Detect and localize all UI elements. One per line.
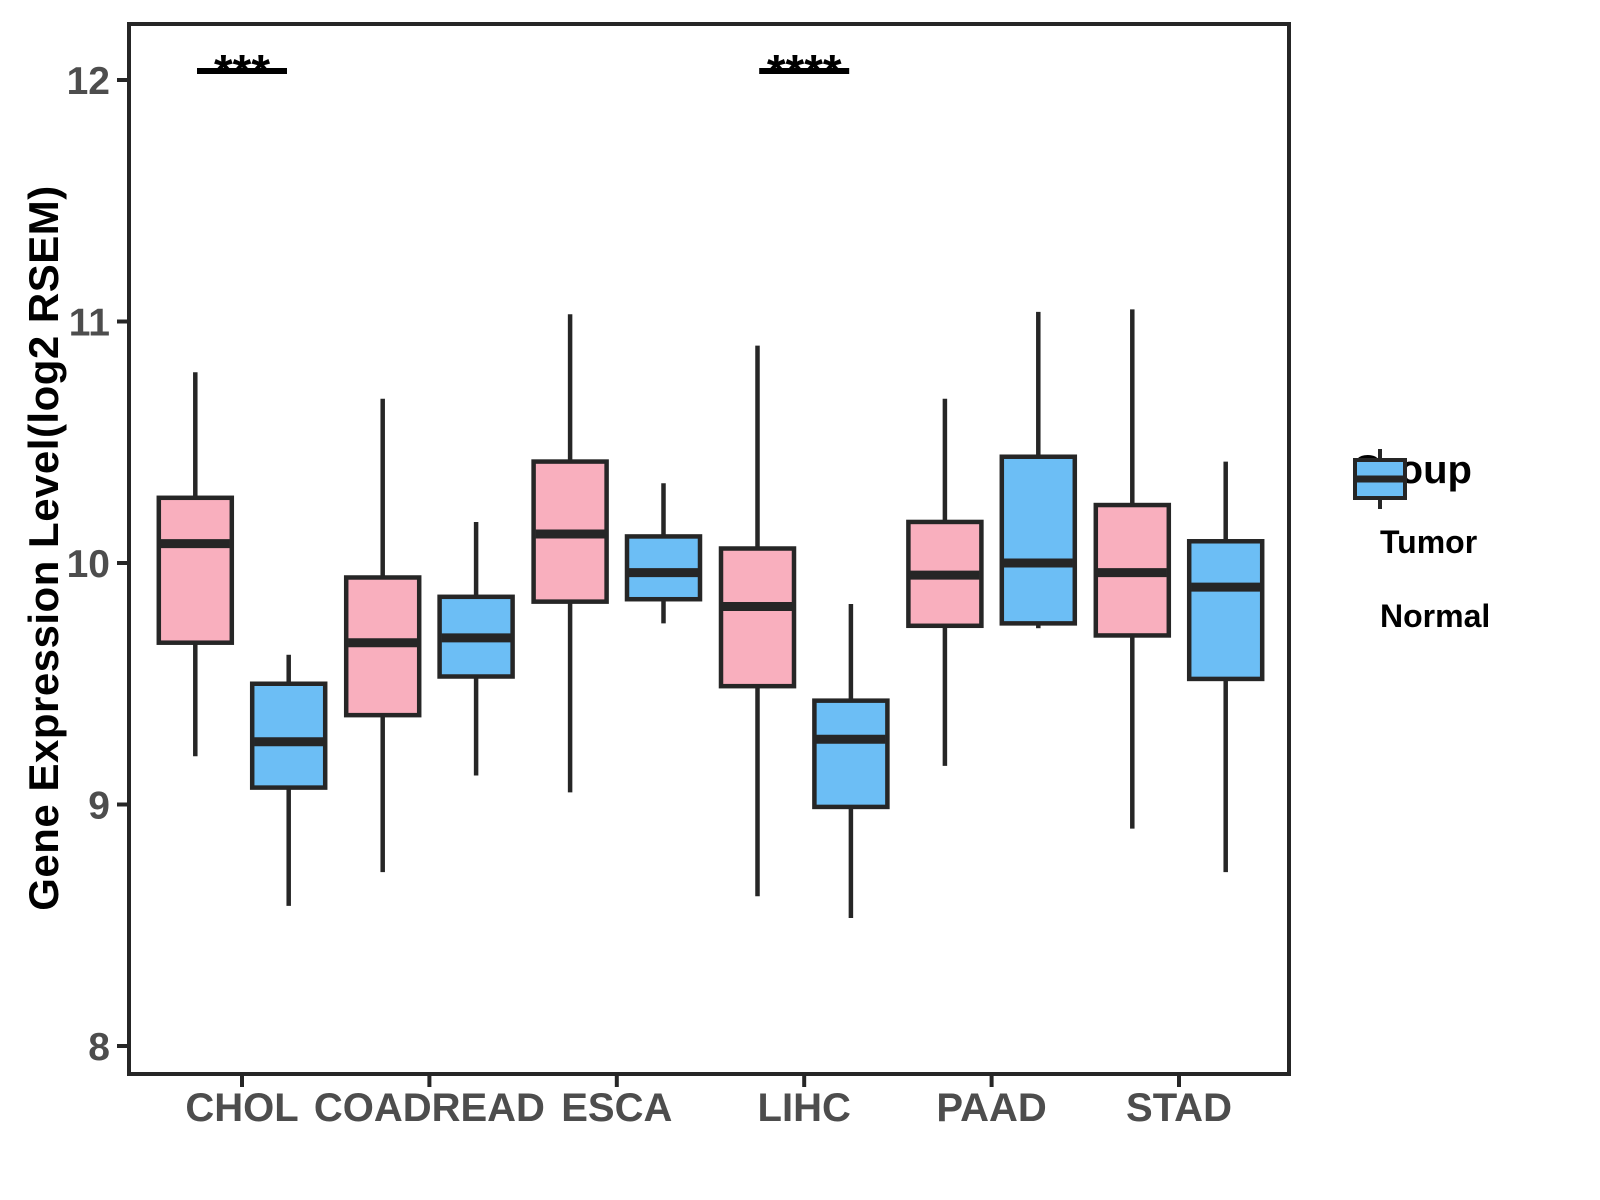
- y-tick-label: 11: [69, 302, 110, 345]
- boxplot-esca-normal: [624, 483, 703, 624]
- x-tick-label-lihc: LIHC: [758, 1086, 851, 1130]
- boxplot-chol-tumor: [156, 372, 235, 757]
- x-tick-label-paad: PAAD: [936, 1086, 1046, 1130]
- iqr-box: [812, 698, 890, 810]
- boxplot-esca-tumor: [531, 314, 609, 793]
- y-tick-label: 10: [67, 543, 110, 586]
- significance-stars: ****: [767, 46, 842, 99]
- panel-border: [127, 22, 1291, 1076]
- x-tick-label-esca: ESCA: [561, 1086, 672, 1130]
- iqr-box: [999, 454, 1078, 626]
- significance-chol: ***: [197, 46, 287, 99]
- boxplot-paad-tumor: [906, 398, 984, 766]
- significance-lihc: ****: [759, 46, 850, 99]
- iqr-box: [624, 534, 703, 602]
- normal-boxplot-key-icon: [1353, 449, 1407, 509]
- y-axis-title: Gene Expression Level(log2 RSEM): [20, 185, 67, 911]
- boxplot-chol-normal: [249, 654, 328, 906]
- iqr-box: [156, 495, 235, 645]
- x-tick-label-coadread: COADREAD: [314, 1086, 545, 1130]
- boxplot-coadread-tumor: [343, 398, 422, 873]
- y-tick-label: 8: [88, 1026, 110, 1069]
- x-tick-label-stad: STAD: [1126, 1086, 1232, 1130]
- legend-item-normal: Normal: [1352, 449, 1592, 647]
- boxplot-lihc-normal: [812, 604, 890, 919]
- x-tick-label-chol: CHOL: [185, 1086, 298, 1130]
- iqr-box: [718, 546, 797, 689]
- significance-stars: ***: [214, 46, 270, 99]
- iqr-box: [249, 681, 328, 790]
- legend: Group Tumor Normal: [1352, 448, 1592, 659]
- legend-item-tumor: Tumor: [1352, 449, 1592, 573]
- y-tick-label: 12: [67, 60, 110, 103]
- legend-label-tumor: Tumor: [1380, 523, 1478, 560]
- boxplot-paad-normal: [999, 311, 1078, 629]
- boxplot-coadread-normal: [437, 521, 515, 776]
- boxplot-lihc-tumor: [718, 345, 797, 897]
- legend-label-normal: Normal: [1380, 597, 1491, 634]
- iqr-box: [1186, 539, 1265, 682]
- boxplot-stad-normal: [1186, 461, 1265, 873]
- boxplot-stad-tumor: [1093, 309, 1172, 829]
- y-tick-label: 9: [88, 785, 110, 828]
